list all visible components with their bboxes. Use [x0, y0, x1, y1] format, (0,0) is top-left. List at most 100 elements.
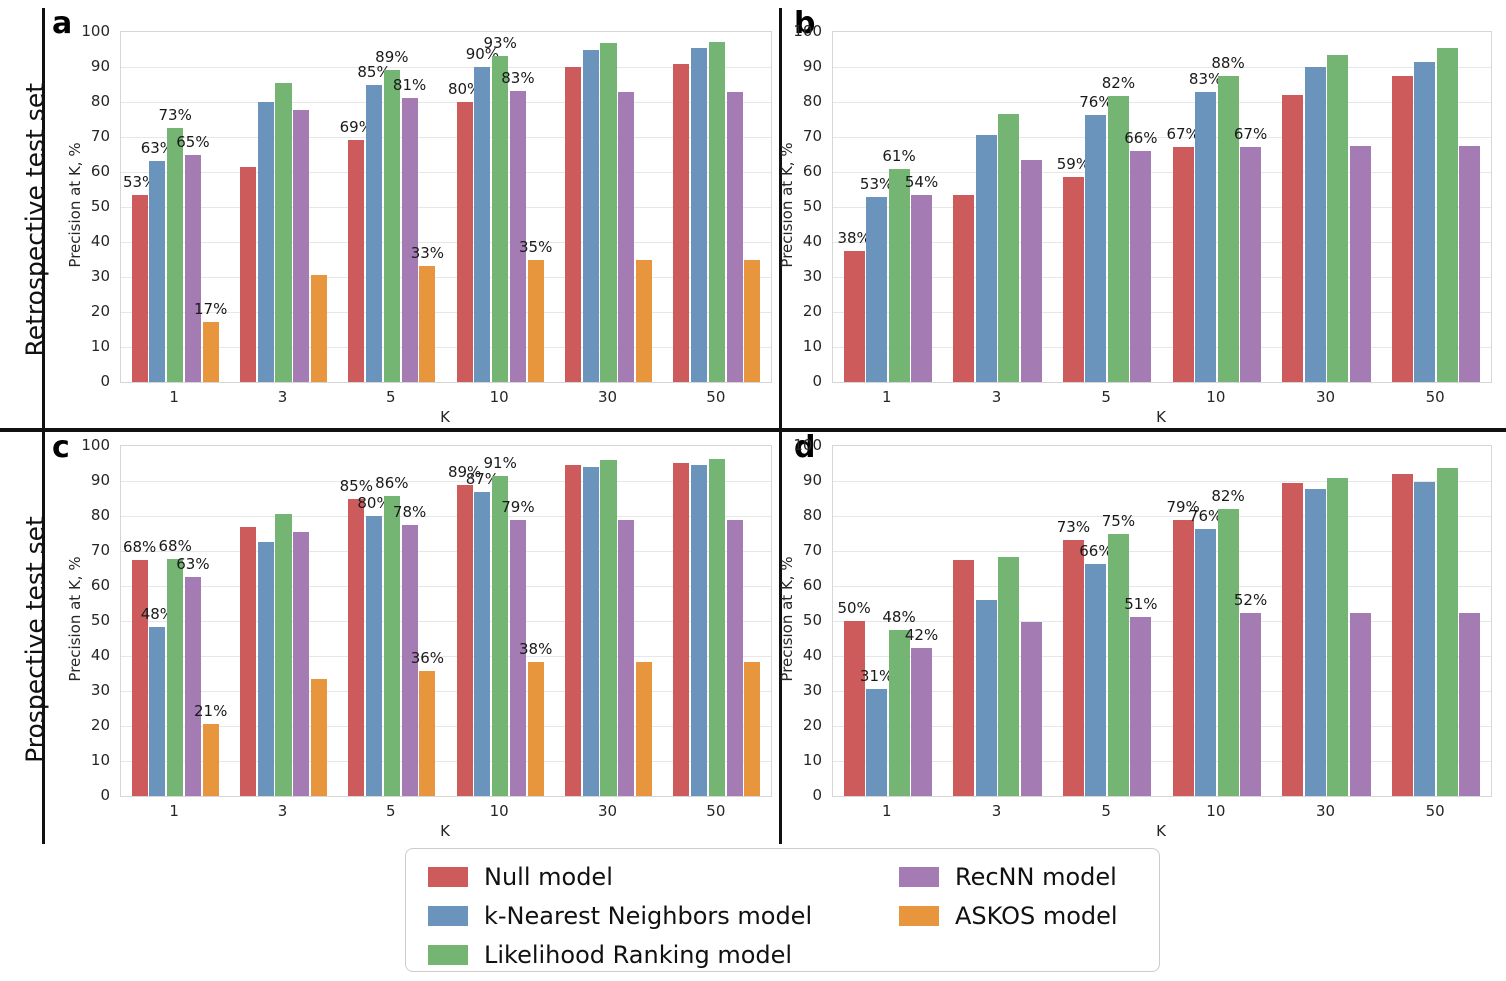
bar-value-label: 85% [357, 62, 391, 81]
gridline [121, 242, 771, 243]
gridline [121, 691, 771, 692]
bar [1304, 67, 1326, 382]
bar [1327, 478, 1349, 796]
gridline [833, 481, 1491, 482]
y-tick-label: 40 [90, 232, 110, 250]
y-tick-label: 100 [81, 22, 110, 40]
bar [1020, 621, 1042, 796]
bar [1130, 151, 1152, 382]
bar-value-label: 93% [483, 33, 517, 52]
x-tick-label: 50 [706, 802, 726, 820]
bar-value-label: 53% [122, 173, 157, 192]
bar-value-label: 82% [1101, 73, 1136, 92]
x-tick-label: 30 [1315, 388, 1336, 406]
plot-area-d: 50% 31% 48% 42% 73% 66% 75% 51% 79% 76% 82% 52% [832, 445, 1492, 797]
bar [310, 275, 328, 382]
bar [618, 91, 635, 382]
gridline [833, 137, 1491, 138]
legend-item: Likelihood Ranking model [428, 941, 812, 969]
legend-item: k-Nearest Neighbors model [428, 902, 812, 930]
bar [708, 41, 725, 382]
legend-item-label: ASKOS model [955, 902, 1118, 930]
y-tick-label: 10 [90, 751, 110, 769]
bar [673, 462, 690, 796]
bar [310, 678, 328, 796]
bar [843, 621, 865, 796]
y-tick-label: 30 [90, 267, 110, 285]
bar [149, 627, 166, 796]
bar-value-label: 69% [339, 117, 373, 136]
bar-value-label: 73% [1056, 517, 1091, 536]
gridline [121, 102, 771, 103]
x-tick-label: 10 [489, 388, 509, 406]
bar-value-label: 33% [410, 243, 445, 262]
bar-value-label: 36% [410, 648, 445, 667]
y-tick-label: 20 [802, 716, 822, 734]
bar-value-label: 54% [904, 172, 939, 191]
bar [492, 55, 509, 382]
row-divider-horizontal [0, 428, 1506, 432]
bar [953, 194, 975, 382]
bar [167, 127, 184, 382]
y-tick-label: 50 [802, 197, 822, 215]
bar [239, 167, 257, 382]
gridline [121, 277, 771, 278]
bar [866, 689, 888, 796]
bar [184, 576, 201, 796]
gridline [121, 137, 771, 138]
gridline [833, 102, 1491, 103]
legend-item-label: Null model [484, 863, 613, 891]
y-tick-label: 80 [90, 92, 110, 110]
bar [600, 42, 617, 382]
bar [1107, 534, 1129, 796]
bar [348, 498, 365, 796]
bar-value-label: 42% [904, 625, 939, 644]
plot-area-a: 53% 63% 73% 65% 17% 69% 85% 89% 81% 33% 80% 90% 93% 8… [120, 31, 772, 383]
bar [1195, 529, 1217, 796]
y-tick-label: 10 [802, 337, 822, 355]
bar [998, 114, 1020, 382]
bar [600, 460, 617, 796]
x-tick-label: 50 [1425, 802, 1445, 820]
bar-value-label: 63% [176, 554, 210, 573]
gridline [833, 691, 1491, 692]
gridline [121, 761, 771, 762]
bar [527, 662, 544, 796]
bar [888, 629, 910, 796]
bar-value-label: 65% [176, 133, 210, 152]
bar [149, 161, 166, 382]
bar-value-label: 48% [140, 605, 175, 624]
legend-swatch-icon [428, 867, 468, 887]
bar [708, 459, 725, 796]
bar-value-label: 59% [1056, 155, 1091, 174]
gridline [833, 726, 1491, 727]
gridline [121, 312, 771, 313]
bar-value-label: 35% [519, 237, 553, 256]
bar-value-label: 66% [1124, 129, 1158, 147]
bar [1217, 75, 1239, 382]
bar-value-label: 78% [392, 502, 427, 521]
y-tick-label: 0 [812, 786, 822, 804]
bar [1392, 474, 1413, 796]
bar [866, 196, 888, 382]
gridline [121, 207, 771, 208]
bar-value-label: 87% [465, 469, 500, 488]
row-title-retrospective: Retrospective test set [20, 82, 50, 357]
bar [131, 559, 148, 796]
gridline [833, 621, 1491, 622]
y-tick-label: 100 [81, 436, 110, 454]
bar [1240, 613, 1261, 796]
legend-item-label: Likelihood Ranking model [484, 941, 793, 969]
bar-value-label: 53% [859, 174, 894, 193]
gridline [833, 312, 1491, 313]
panel-letter-b: b [794, 6, 816, 41]
legend-item-label: RecNN model [955, 863, 1117, 891]
bar [690, 48, 708, 382]
bar [275, 513, 292, 796]
bar-value-label: 68% [158, 536, 192, 555]
bar [257, 102, 274, 382]
y-tick-label: 90 [802, 471, 822, 489]
bar [1172, 146, 1194, 382]
bar-value-label: 73% [158, 105, 192, 124]
